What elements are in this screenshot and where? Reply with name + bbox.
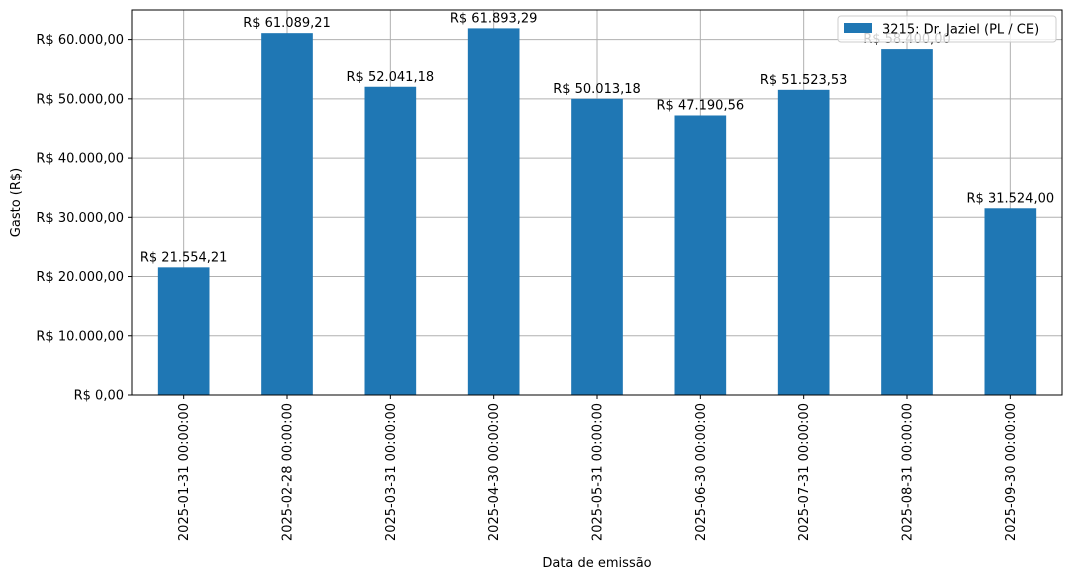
legend-box: [837, 15, 1057, 43]
x-tick-label: 2025-09-30 00:00:00: [1004, 403, 1019, 541]
x-tick-label: 2025-05-31 00:00:00: [591, 403, 606, 541]
bar: [157, 267, 210, 395]
x-tick-label: 2025-02-28 00:00:00: [281, 403, 296, 541]
y-tick-label: R$ 0,00: [74, 389, 124, 404]
legend-entry: 3215: Dr. Jaziel (PL / CE): [882, 23, 1039, 38]
x-axis: 2025-01-31 00:00:00 2025-02-28 00:00:00 20…: [177, 395, 1019, 541]
y-tick-label: R$ 10.000,00: [36, 329, 124, 344]
x-tick-label: 2025-07-31 00:00:00: [797, 403, 812, 541]
bar: [984, 208, 1037, 395]
bar-value-label: R$ 52.041,18: [347, 70, 435, 85]
y-tick-label: R$ 20.000,00: [36, 270, 124, 285]
bar-value-label: R$ 61.893,29: [450, 11, 538, 26]
y-tick-label: R$ 30.000,00: [36, 211, 124, 226]
bar-value-label: R$ 50.013,18: [553, 82, 641, 97]
bar: [674, 115, 727, 395]
bar: [467, 28, 520, 396]
bar-value-label: R$ 21.554,21: [140, 250, 228, 265]
y-tick-label: R$ 50.000,00: [36, 92, 124, 107]
y-tick-label: R$ 40.000,00: [36, 152, 124, 167]
x-tick-label: 2025-08-31 00:00:00: [901, 403, 916, 541]
bar: [777, 89, 830, 395]
y-axis: R$ 0,00 R$ 10.000,00 R$ 20.000,00 R$ 30.000…: [36, 33, 132, 404]
data-labels: R$ 21.554,21 R$ 61.089,21 R$ 52.041,18 R$ 6…: [140, 11, 1054, 265]
x-axis-label: Data de emissão: [542, 556, 651, 571]
x-tick-label: 2025-01-31 00:00:00: [177, 403, 192, 541]
y-axis-label: Gasto (R$): [9, 168, 24, 237]
x-tick-label: 2025-06-30 00:00:00: [694, 403, 709, 541]
x-tick-label: 2025-04-30 00:00:00: [487, 403, 502, 541]
legend: 3215: Dr. Jaziel (PL / CE): [837, 15, 1057, 43]
legend-swatch: [844, 23, 872, 33]
bar: [881, 49, 933, 395]
bar: [261, 33, 313, 395]
y-tick-label: R$ 60.000,00: [36, 33, 124, 48]
x-tick-label: 2025-03-31 00:00:00: [384, 403, 399, 541]
bar-value-label: R$ 51.523,53: [760, 73, 848, 88]
bar: [364, 86, 417, 395]
bar-value-label: R$ 31.524,00: [967, 191, 1055, 206]
bars: [157, 28, 1037, 396]
bar-value-label: R$ 61.089,21: [243, 16, 331, 31]
bar-value-label: R$ 47.190,56: [657, 98, 745, 113]
bar: [571, 98, 623, 395]
